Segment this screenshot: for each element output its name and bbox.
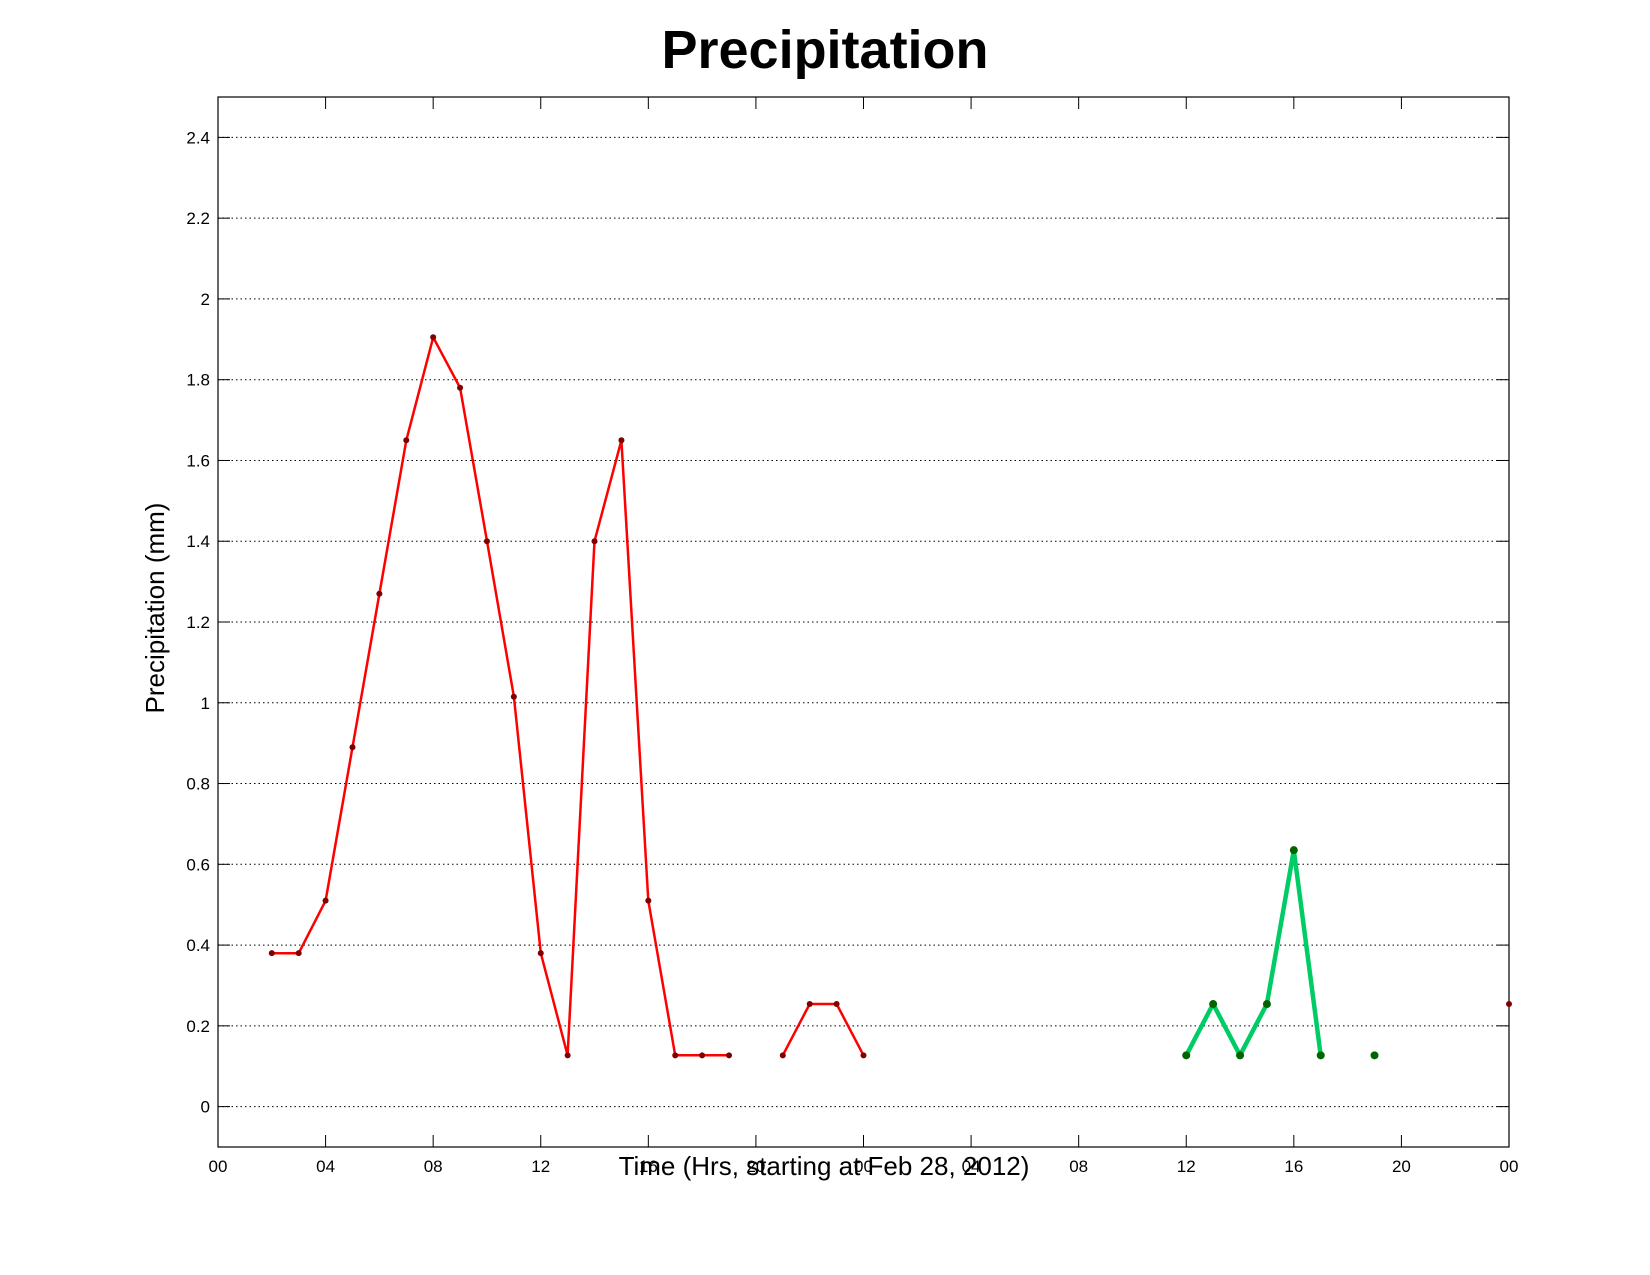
x-tick-label: 00 xyxy=(1500,1157,1519,1176)
data-point xyxy=(860,1052,867,1059)
data-point xyxy=(564,1052,571,1059)
data-point xyxy=(403,437,410,444)
chart-title: Precipitation xyxy=(661,20,988,80)
y-tick-label: 2 xyxy=(201,290,210,309)
data-point xyxy=(1506,1001,1512,1008)
y-tick-label: 0 xyxy=(201,1098,210,1117)
grid-lines xyxy=(218,136,1509,1108)
y-tick-label: 2.4 xyxy=(186,128,210,147)
data-point xyxy=(806,1001,813,1008)
data-point xyxy=(779,1052,786,1059)
y-tick-label: 1.8 xyxy=(186,371,210,390)
data-point xyxy=(645,897,652,904)
x-tick-label: 20 xyxy=(1392,1157,1411,1176)
y-tick-label: 0.6 xyxy=(186,855,210,874)
data-point xyxy=(833,1001,840,1008)
x-tick-label: 16 xyxy=(639,1157,658,1176)
data-point xyxy=(1289,846,1298,855)
series-line xyxy=(1184,847,1323,1058)
data-point xyxy=(1236,1051,1245,1060)
series-line xyxy=(781,1002,865,1056)
y-axis-label: Precipitation (mm) xyxy=(140,503,170,714)
x-tick-label: 16 xyxy=(1284,1157,1303,1176)
y-tick-label: 1.2 xyxy=(186,613,210,632)
y-tick-label: 0.8 xyxy=(186,775,210,794)
data-point xyxy=(483,538,490,545)
data-point xyxy=(699,1052,706,1059)
data-point xyxy=(322,897,329,904)
x-axis: 00 04 08 12 16 20 00 04 08 12 16 20 00 xyxy=(209,97,1519,1176)
y-tick-label: 1.4 xyxy=(186,532,210,551)
data-point xyxy=(457,384,464,391)
series-2 xyxy=(1182,846,1379,1060)
data-point xyxy=(672,1052,679,1059)
data-point xyxy=(1316,1051,1325,1060)
data-point xyxy=(349,744,356,751)
x-tick-label: 00 xyxy=(854,1157,873,1176)
x-tick-label: 08 xyxy=(424,1157,443,1176)
data-point xyxy=(268,950,275,957)
data-point xyxy=(1182,1051,1191,1060)
data-point xyxy=(510,693,517,700)
y-tick-label: 2.2 xyxy=(186,209,210,228)
data-point xyxy=(537,950,544,957)
series-1 xyxy=(268,334,1512,1059)
data-point xyxy=(430,334,437,341)
x-tick-label: 04 xyxy=(962,1157,981,1176)
x-tick-label: 12 xyxy=(1177,1157,1196,1176)
y-tick-label: 0.2 xyxy=(186,1017,210,1036)
x-tick-label: 00 xyxy=(209,1157,228,1176)
data-point xyxy=(1209,1000,1218,1009)
x-tick-label: 12 xyxy=(531,1157,550,1176)
y-tick-label: 1 xyxy=(201,694,210,713)
y-axis: 0 0.2 0.4 0.6 0.8 1 1.2 1.4 1.6 1.8 2 2.2 2.4 xyxy=(186,128,1509,1117)
data-point xyxy=(591,538,598,545)
x-tick-label: 08 xyxy=(1069,1157,1088,1176)
x-axis-label: Time (Hrs, starting at Feb 28, 2012) xyxy=(619,1151,1030,1181)
data-point xyxy=(1370,1051,1379,1060)
data-point xyxy=(295,950,302,957)
x-tick-label: 20 xyxy=(746,1157,765,1176)
x-tick-label: 04 xyxy=(316,1157,335,1176)
series-layer xyxy=(268,334,1512,1060)
data-point xyxy=(376,590,383,597)
data-point xyxy=(1262,1000,1271,1009)
series-line xyxy=(271,336,729,1057)
data-point xyxy=(618,437,625,444)
y-tick-label: 1.6 xyxy=(186,451,210,470)
y-tick-label: 0.4 xyxy=(186,936,210,955)
data-point xyxy=(726,1052,733,1059)
